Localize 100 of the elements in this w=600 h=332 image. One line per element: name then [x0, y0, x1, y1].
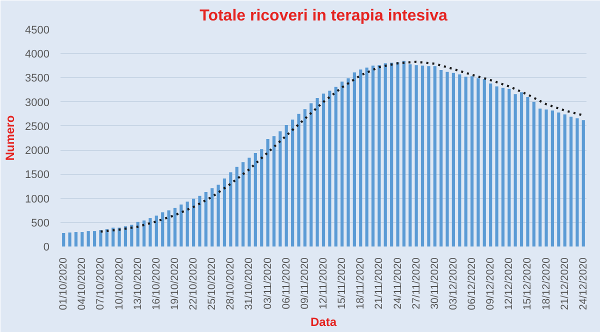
bar	[260, 149, 264, 246]
bar	[310, 103, 313, 246]
bar	[482, 79, 486, 246]
x-tick-label: 19/10/2020	[168, 257, 181, 310]
bar	[204, 192, 208, 246]
bar	[62, 233, 66, 246]
bar	[322, 94, 326, 246]
bar	[210, 188, 214, 246]
bar	[470, 76, 474, 246]
bar	[508, 88, 511, 246]
bar	[291, 120, 294, 246]
bar	[124, 226, 128, 246]
bar	[346, 78, 350, 246]
bar	[118, 228, 121, 246]
bar	[458, 74, 462, 246]
bar	[154, 216, 158, 246]
bar	[420, 66, 424, 246]
bar	[446, 72, 449, 246]
bar	[284, 124, 288, 246]
bar	[142, 220, 146, 246]
bar	[544, 110, 548, 246]
bar	[532, 102, 536, 246]
y-tick-label: 4500	[25, 24, 50, 36]
x-tick-label: 13/10/2020	[132, 257, 144, 310]
x-tick-label: 30/11/2020	[428, 257, 441, 310]
y-tick-label: 1000	[25, 193, 50, 206]
bar	[402, 60, 406, 246]
bar	[433, 66, 436, 246]
bar	[371, 66, 375, 246]
bar	[384, 63, 387, 246]
bar	[557, 112, 560, 246]
bar	[476, 78, 480, 246]
bar	[222, 178, 226, 246]
y-tick-label: 2500	[25, 120, 50, 133]
x-tick-label: 21/12/2020	[558, 257, 571, 310]
bar	[359, 70, 362, 246]
y-tick-label: 3500	[25, 72, 50, 85]
bar	[136, 222, 140, 246]
x-tick-label: 12/11/2020	[318, 257, 330, 310]
x-tick-label: 24/11/2020	[392, 257, 404, 310]
bar	[216, 184, 220, 246]
x-tick-label: 09/11/2020	[298, 257, 311, 310]
bar	[303, 109, 306, 246]
bar	[408, 64, 412, 246]
y-tick-label: 1500	[25, 169, 50, 182]
x-tick-label: 21/11/2020	[373, 257, 386, 310]
bar	[514, 94, 517, 246]
bar	[242, 162, 245, 246]
bar	[74, 232, 78, 246]
x-tick-label: 27/11/2020	[410, 257, 422, 310]
bar	[440, 70, 443, 246]
bar	[538, 108, 542, 246]
x-tick-label: 04/10/2020	[76, 257, 88, 310]
y-tick-label: 2000	[25, 145, 50, 158]
bar	[297, 114, 300, 246]
bar	[576, 118, 579, 246]
bar	[378, 65, 381, 246]
x-tick-label: 31/10/2020	[243, 257, 256, 310]
bar	[365, 68, 368, 246]
bar	[390, 62, 394, 246]
x-tick-label: 18/11/2020	[354, 257, 367, 310]
bar	[334, 86, 338, 246]
x-tick-label: 25/10/2020	[206, 257, 218, 310]
x-tick-label: 10/10/2020	[113, 257, 126, 310]
bar	[414, 65, 418, 246]
bar	[452, 72, 455, 246]
bar	[86, 231, 90, 246]
bar	[68, 232, 72, 246]
chart-title: Totale ricoveri in terapia intesiva	[200, 8, 448, 24]
bar	[254, 152, 257, 246]
bar	[340, 82, 344, 246]
y-tick-label: 3000	[25, 96, 50, 109]
bar	[105, 229, 108, 246]
x-tick-label: 28/10/2020	[224, 257, 237, 310]
bar	[520, 92, 524, 246]
bar	[464, 76, 468, 246]
bar	[316, 98, 319, 246]
bar	[582, 120, 585, 246]
bar	[198, 196, 202, 246]
y-tick-label: 4000	[25, 48, 50, 61]
x-tick-label: 24/12/2020	[577, 257, 590, 310]
x-tick-label: 22/10/2020	[188, 257, 200, 310]
bar	[489, 84, 492, 246]
bar	[173, 208, 177, 246]
x-tick-label: 06/11/2020	[280, 257, 292, 310]
x-tick-label: 03/11/2020	[262, 257, 274, 310]
bar	[180, 204, 183, 246]
bar	[192, 198, 196, 246]
bar	[550, 110, 554, 246]
bar	[235, 166, 238, 246]
bar	[167, 210, 170, 246]
bar	[186, 202, 189, 246]
x-tick-label: 12/12/2020	[503, 257, 516, 310]
bar	[248, 158, 251, 246]
x-tick-label: 09/12/2020	[484, 257, 497, 310]
x-tick-label: 07/10/2020	[94, 257, 107, 310]
bar	[396, 62, 400, 246]
x-tick-label: 01/10/2020	[58, 257, 70, 310]
bar	[266, 138, 270, 246]
x-tick-label: 03/12/2020	[447, 257, 460, 310]
